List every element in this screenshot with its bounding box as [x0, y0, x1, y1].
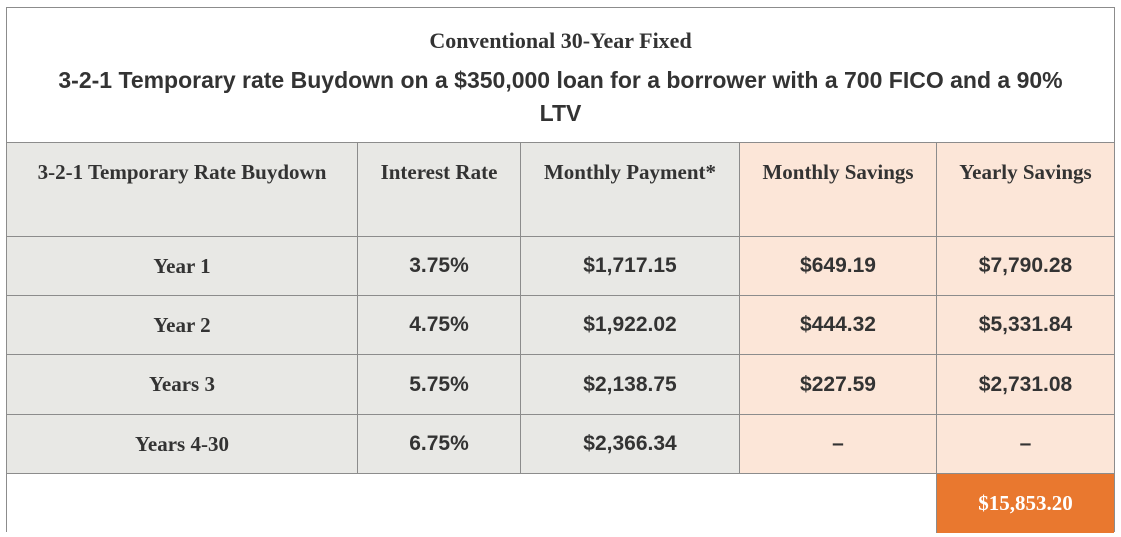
interest-rate-cell: 5.75%: [358, 355, 521, 415]
buydown-table-frame: Conventional 30-Year Fixed 3-2-1 Tempora…: [6, 7, 1115, 533]
column-header-monthly-payment: Monthly Payment*: [521, 143, 740, 237]
column-header-buydown: 3-2-1 Temporary Rate Buydown: [7, 143, 358, 237]
total-yearly-savings-cell: $15,853.20: [937, 474, 1114, 533]
loan-type-heading: Conventional 30-Year Fixed: [429, 28, 692, 53]
monthly-payment-cell: $1,717.15: [521, 237, 740, 296]
interest-rate-cell: 6.75%: [358, 415, 521, 474]
row-label-year-1: Year 1: [7, 237, 358, 296]
monthly-savings-cell: $444.32: [740, 296, 937, 355]
row-label-year-3: Years 3: [7, 355, 358, 415]
column-header-interest-rate: Interest Rate: [358, 143, 521, 237]
monthly-payment-cell: $2,366.34: [521, 415, 740, 474]
yearly-savings-cell: –: [937, 415, 1114, 474]
yearly-savings-cell: $7,790.28: [937, 237, 1114, 296]
total-row-spacer: [7, 474, 937, 533]
monthly-savings-cell: $227.59: [740, 355, 937, 415]
interest-rate-cell: 3.75%: [358, 237, 521, 296]
yearly-savings-cell: $2,731.08: [937, 355, 1114, 415]
buydown-table: 3-2-1 Temporary Rate Buydown Interest Ra…: [7, 143, 1114, 533]
row-label-years-4-30: Years 4-30: [7, 415, 358, 474]
monthly-savings-cell: –: [740, 415, 937, 474]
monthly-savings-cell: $649.19: [740, 237, 937, 296]
monthly-payment-cell: $2,138.75: [521, 355, 740, 415]
row-label-year-2: Year 2: [7, 296, 358, 355]
column-header-yearly-savings: Yearly Savings: [937, 143, 1114, 237]
monthly-payment-cell: $1,922.02: [521, 296, 740, 355]
table-title: 3-2-1 Temporary rate Buydown on a $350,0…: [58, 67, 1063, 126]
column-header-monthly-savings: Monthly Savings: [740, 143, 937, 237]
table-caption: Conventional 30-Year Fixed 3-2-1 Tempora…: [7, 8, 1114, 143]
yearly-savings-cell: $5,331.84: [937, 296, 1114, 355]
interest-rate-cell: 4.75%: [358, 296, 521, 355]
